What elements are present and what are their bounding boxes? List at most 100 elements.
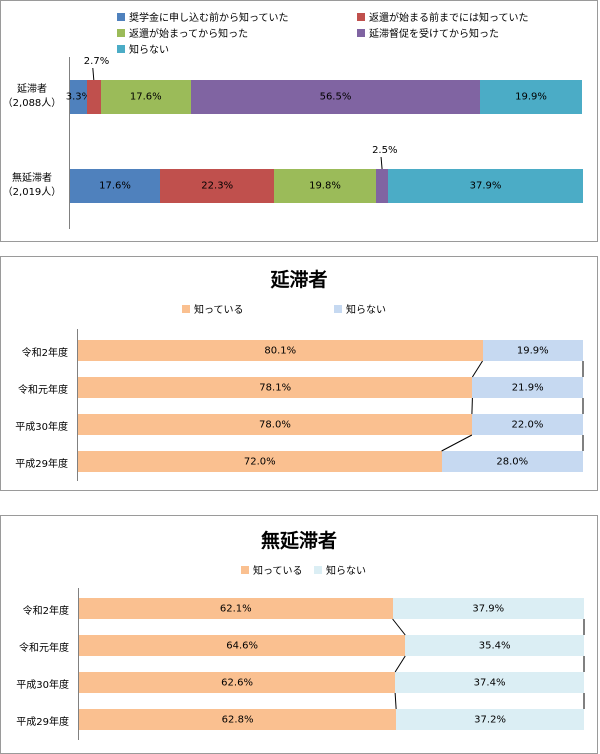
legend-item-4: 知らない [117,41,169,56]
bar-segment [471,414,583,435]
legend-swatch [357,28,365,37]
chart-title: 無延滞者 [260,530,337,552]
category-label-1: 無延滞者 （2,019人） [1,172,63,200]
category-label-1: 令和元年度 [19,642,69,654]
data-label: 78.1% [259,382,292,393]
category-name: 延滞者 [17,84,47,95]
category-label-0: 令和2年度 [21,347,68,359]
chart-panel-delinquent: 延滞者 知っている 知らない 令和2年度 80.1% 19.9% 令和元年度 78.1% 21.… [0,256,598,491]
bar-segment [405,635,584,656]
legend-swatch [117,28,125,37]
legend-label: 知らない [326,566,366,577]
data-label: 78.0% [259,419,291,430]
category-label-0: 令和2年度 [22,605,69,617]
bar-segment [100,80,191,114]
bar-segment [472,377,583,398]
bar-segment [441,451,583,472]
data-label: 35.4% [478,640,511,651]
legend-item-1: 返還が始まる前までには知っていた [357,9,529,24]
category-axis [77,329,78,481]
data-label: 2.7% [83,56,110,67]
bar-segment [482,340,583,361]
data-label: 62.1% [219,603,252,614]
data-label: 62.6% [221,677,253,688]
category-name: 無延滞者 [12,173,52,184]
legend-swatch [357,12,365,21]
legend-item-1: 知らない [334,301,386,316]
category-label-2: 平成30年度 [16,679,69,691]
legend-swatch [241,565,249,574]
legend-swatch [182,304,190,313]
legend-item-0: 知っている [182,301,244,316]
bar-segment [79,635,406,656]
legend-item-2: 返還が始まってから知った [117,25,248,40]
data-label: 72.0% [243,456,276,467]
legend-label: 返還が始まる前までには知っていた [369,13,529,24]
data-label: 19.9% [516,345,549,356]
data-label: 19.9% [515,91,547,103]
data-label: 19.8% [309,180,341,192]
category-axis [69,57,70,229]
data-label: 17.6% [99,180,131,192]
bar-segment [70,169,161,203]
bar-segment [396,709,584,730]
bar-segment [375,169,389,203]
legend-swatch [334,304,342,313]
leader-line [92,67,95,81]
connector-line [392,618,406,636]
bar-segment [388,169,583,203]
chart-panel-overall: 奨学金に申し込む前から知っていた 返還が始まる前までには知っていた返還が始まってか… [0,0,598,242]
bar-segment [79,672,396,693]
legend-swatch [117,12,125,21]
data-label: 62.8% [221,714,254,725]
bar-segment [274,169,376,203]
chart-title: 延滞者 [270,269,328,291]
bar-segment [70,80,87,114]
category-label-0: 延滞者 （2,088人） [1,83,63,111]
data-label: 37.9% [472,603,505,614]
category-axis [78,588,79,740]
connector-line [471,397,473,415]
bar-segment [392,598,584,619]
legend-item-0: 奨学金に申し込む前から知っていた [117,9,289,24]
bar-segment [78,414,472,435]
category-count: （2,088人） [2,98,62,109]
bar-segment [480,80,582,114]
bar-segment [190,80,481,114]
connector-line [394,692,397,710]
legend-label: 返還が始まってから知った [129,29,249,40]
bar-segment [86,80,101,114]
leader-line [380,156,383,170]
bar-segment [78,451,442,472]
legend-swatch [117,44,125,53]
bar-segment [79,709,397,730]
data-label: 3.3% [65,91,92,103]
legend-label: 延滞督促を受けてから知った [369,29,499,40]
legend-label: 知っている [253,566,303,577]
data-label: 22.0% [511,419,544,430]
data-label: 2.5% [372,145,398,156]
data-label: 56.5% [319,91,352,103]
bar-segment [78,340,483,361]
legend-item-3: 延滞督促を受けてから知った [357,25,499,40]
data-label: 64.6% [226,640,258,651]
data-label: 17.6% [129,91,162,103]
bar-segment [160,169,275,203]
data-label: 37.2% [474,714,506,725]
connector-line [471,360,483,378]
connector-line [394,655,406,673]
bar-segment [79,598,393,619]
legend-item-0: 知っている [241,562,303,577]
legend-item-1: 知らない [314,562,366,577]
category-count: （2,019人） [2,187,62,198]
data-label: 37.4% [473,677,506,688]
bar-segment [78,377,473,398]
legend-label: 知らない [129,45,169,56]
legend-label: 奨学金に申し込む前から知っていた [129,13,289,24]
category-label-3: 平成29年度 [15,458,68,470]
data-label: 22.3% [201,180,234,192]
category-label-2: 平成30年度 [15,421,68,433]
legend-label: 知らない [346,305,386,316]
data-label: 28.0% [496,456,529,467]
category-label-1: 令和元年度 [18,384,68,396]
